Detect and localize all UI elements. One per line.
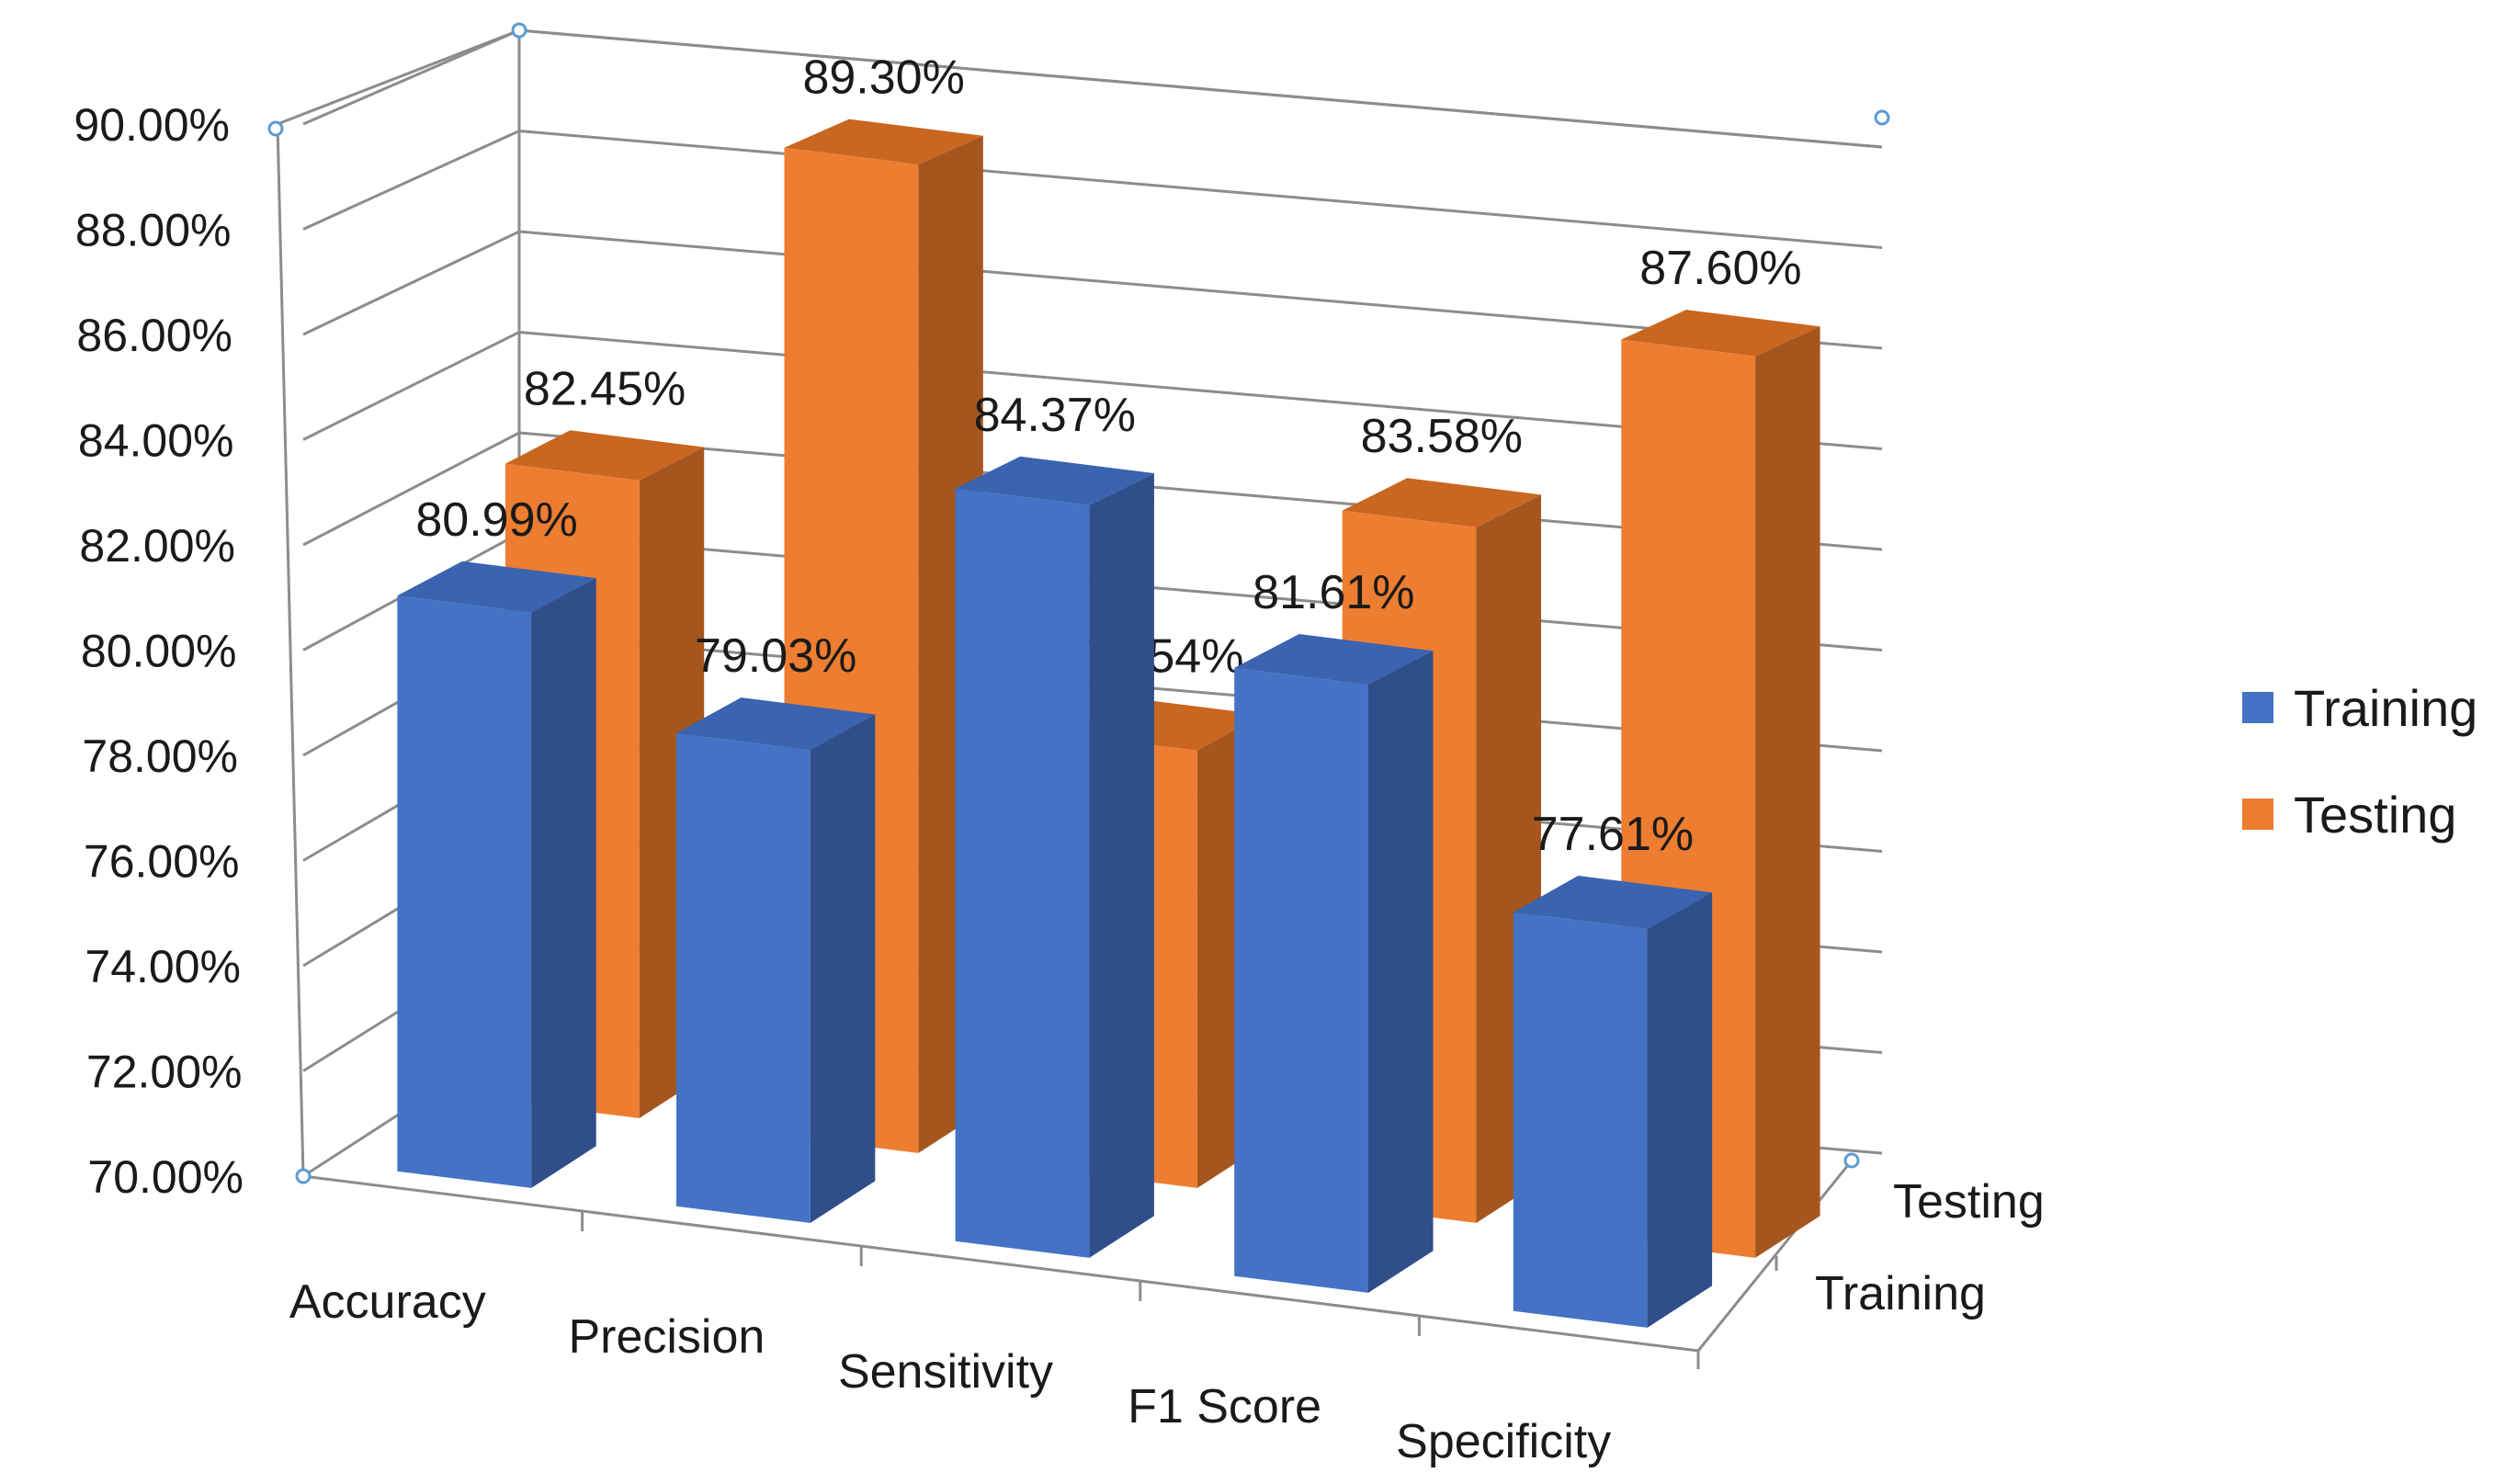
depth-label: Testing [1893,1175,2045,1229]
training-bar-f1-score-label: 81.61% [1253,566,1414,619]
training-bar-precision [676,733,811,1223]
floor-right-edge [1696,1160,1854,1352]
depth-label: Training [1815,1267,1986,1320]
training-bar-sensitivity-side [1089,473,1154,1258]
legend: Training Testing [2242,678,2478,893]
testing-bar-specificity-top [1621,310,1820,357]
corner-marker [295,1168,312,1184]
y-tick-label: 88.00% [75,205,232,256]
legend-label-testing: Testing [2294,785,2457,844]
category-label: Specificity [1396,1415,1611,1468]
y-tick-label: 90.00% [74,99,230,151]
training-bar-sensitivity-label: 84.37% [974,389,1136,442]
corner-marker [267,120,284,137]
category-label: F1 Score [1128,1380,1321,1433]
category-label: Sensitivity [838,1345,1053,1399]
side-gridline [302,28,520,126]
front-wall-edge [276,123,305,1177]
y-tick-label: 86.00% [76,310,232,361]
testing-bar-accuracy-top [505,430,705,481]
back-gridline [518,130,1883,249]
testing-bar-precision-top [784,119,983,164]
training-bar-specificity [1513,912,1648,1328]
corner-marker [511,22,527,39]
top-back-edge [518,28,1883,149]
training-bar-f1-score-top [1234,634,1434,685]
training-bar-specificity-top [1513,876,1713,930]
corner-marker [1843,1152,1860,1169]
y-tick-label: 72.00% [86,1047,243,1098]
legend-swatch-testing [2242,799,2273,830]
training-bar-precision-side [810,714,876,1223]
testing-bar-f1-score-label: 83.58% [1361,410,1523,463]
training-bar-specificity-side [1647,892,1713,1328]
y-tick-label: 74.00% [85,941,241,992]
training-bar-precision-top [676,697,876,751]
training-bar-specificity-label: 77.61% [1532,808,1694,861]
category-label: Accuracy [289,1275,486,1329]
y-tick-label: 82.00% [79,520,235,572]
top-wall-edge [277,28,520,126]
corner-marker [1874,109,1890,126]
legend-item-training: Training [2242,678,2478,737]
legend-swatch-training [2242,692,2273,723]
training-bar-accuracy-top [397,561,596,613]
side-gridline [302,331,520,441]
testing-bar-precision-label: 89.30% [802,51,964,105]
training-bar-sensitivity [955,488,1090,1258]
training-bar-sensitivity-top [955,456,1154,505]
y-tick-label: 78.00% [82,731,238,782]
y-tick-label: 70.00% [87,1151,244,1203]
testing-bar-specificity-side [1755,326,1820,1258]
testing-bar-accuracy-label: 82.45% [524,362,686,415]
legend-label-training: Training [2294,678,2478,737]
testing-bar-specificity-label: 87.60% [1639,242,1801,295]
training-bar-accuracy-label: 80.99% [415,493,577,547]
training-bar-f1-score-side [1368,651,1434,1293]
side-gridline [302,431,520,547]
training-bar-accuracy-side [531,578,596,1188]
y-tick-label: 84.00% [78,415,234,467]
side-gridline [302,230,520,336]
testing-bar-f1-score-top [1342,478,1541,527]
floor-front-edge [302,1174,1699,1353]
y-tick-label: 80.00% [81,626,237,677]
training-bar-accuracy [397,595,532,1188]
y-tick-label: 76.00% [84,836,240,888]
category-label: Precision [568,1310,765,1364]
legend-item-testing: Testing [2242,785,2477,844]
training-bar-f1-score [1234,667,1368,1293]
side-gridline [302,130,520,231]
training-bar-precision-label: 79.03% [695,629,856,683]
